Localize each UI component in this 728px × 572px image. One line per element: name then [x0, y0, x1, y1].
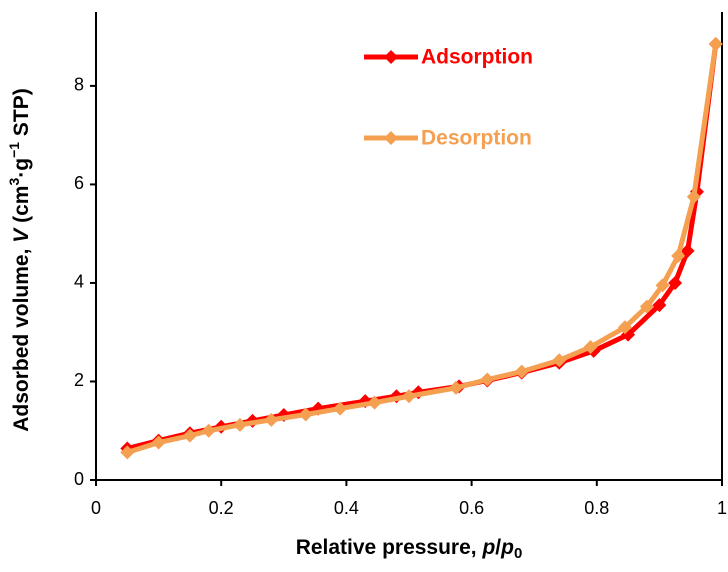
data-point	[686, 189, 701, 204]
data-point	[201, 423, 216, 438]
y-axis-label-part: 3	[6, 178, 22, 186]
x-axis-label-part: Relative pressure,	[296, 536, 483, 559]
legend-label: Desorption	[421, 127, 532, 150]
y-axis-label-part: ·g	[10, 158, 33, 178]
x-tick-label: 1	[717, 498, 727, 518]
data-point	[333, 401, 348, 416]
y-axis-label-part: (cm	[10, 186, 33, 229]
series-line	[126, 43, 719, 451]
data-point	[264, 412, 279, 427]
data-point	[708, 37, 723, 52]
data-point	[668, 275, 683, 290]
y-axis-label: Adsorbed volume, V (cm3·g−1 STP)	[6, 88, 33, 432]
x-tick-label: 0.4	[334, 498, 359, 518]
data-point	[120, 445, 135, 460]
y-tick-label: 0	[74, 469, 84, 489]
data-point	[448, 380, 463, 395]
data-point	[232, 417, 247, 432]
data-point	[182, 428, 197, 443]
data-point	[151, 435, 166, 450]
data-point	[617, 320, 632, 335]
data-point	[583, 339, 598, 354]
x-axis-label-part: p	[481, 536, 495, 559]
y-axis-label-part: −1	[6, 142, 22, 158]
x-axis-label-part: 0	[514, 545, 522, 562]
y-tick-label: 8	[74, 75, 84, 95]
data-point	[552, 353, 567, 368]
data-point	[514, 364, 529, 379]
y-axis-label-part: V	[10, 227, 33, 243]
y-axis-label-part: STP)	[10, 88, 33, 142]
y-tick-label: 6	[74, 173, 84, 193]
x-axis-label-part: p	[500, 536, 514, 559]
data-point	[671, 248, 686, 263]
legend-label: Adsorption	[421, 46, 533, 69]
y-tick-label: 4	[74, 272, 84, 292]
data-point	[639, 299, 654, 314]
x-axis-label: Relative pressure, p/p0	[296, 536, 523, 562]
data-point	[402, 389, 416, 404]
data-point	[298, 407, 313, 422]
x-tick-label: 0.6	[459, 498, 484, 518]
x-tick-label: 0.8	[584, 498, 609, 518]
data-point	[680, 243, 695, 258]
data-point	[367, 395, 382, 410]
data-point	[480, 372, 495, 387]
data-point	[655, 278, 670, 293]
x-axis-label-part: /	[495, 536, 501, 559]
y-axis-label-part: Adsorbed volume,	[10, 243, 33, 432]
x-tick-label: 0.2	[209, 498, 234, 518]
data-point	[652, 298, 667, 313]
y-tick-label: 2	[74, 370, 84, 390]
legend-marker	[384, 131, 398, 145]
x-tick-label: 0	[91, 498, 101, 518]
legend-marker	[384, 50, 398, 64]
